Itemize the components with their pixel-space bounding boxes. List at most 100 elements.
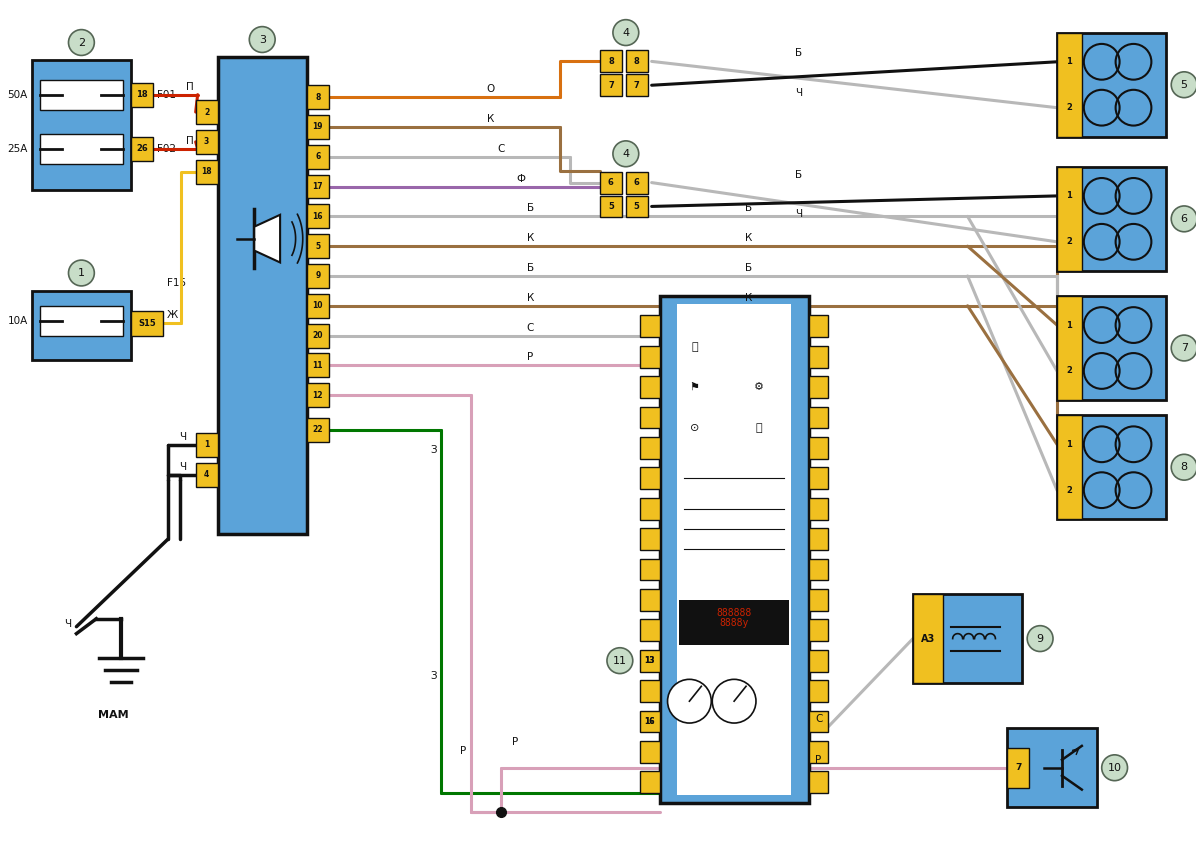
FancyBboxPatch shape — [678, 304, 791, 795]
FancyBboxPatch shape — [196, 463, 217, 487]
Text: П: П — [186, 82, 193, 92]
FancyBboxPatch shape — [1057, 32, 1166, 137]
FancyBboxPatch shape — [626, 50, 648, 72]
Text: Ч: Ч — [179, 432, 186, 442]
FancyBboxPatch shape — [809, 771, 828, 793]
Text: S15: S15 — [138, 318, 156, 328]
FancyBboxPatch shape — [196, 130, 217, 154]
Text: 4: 4 — [623, 149, 629, 159]
FancyBboxPatch shape — [640, 407, 660, 428]
Text: К: К — [745, 233, 752, 243]
Text: 8888y: 8888y — [720, 618, 749, 628]
FancyBboxPatch shape — [1057, 167, 1166, 271]
Text: Б: Б — [527, 263, 534, 273]
FancyBboxPatch shape — [809, 437, 828, 459]
FancyBboxPatch shape — [307, 418, 329, 442]
Text: 2: 2 — [1066, 237, 1072, 246]
Text: 2: 2 — [1066, 103, 1072, 112]
Text: 19: 19 — [313, 123, 323, 131]
FancyBboxPatch shape — [307, 145, 329, 168]
FancyBboxPatch shape — [640, 437, 660, 459]
FancyBboxPatch shape — [809, 316, 828, 337]
FancyBboxPatch shape — [1057, 32, 1082, 137]
Text: 8: 8 — [634, 57, 640, 66]
FancyBboxPatch shape — [640, 680, 660, 702]
FancyBboxPatch shape — [307, 204, 329, 228]
FancyBboxPatch shape — [640, 620, 660, 641]
Text: Р: Р — [460, 746, 466, 757]
FancyBboxPatch shape — [809, 680, 828, 702]
Circle shape — [1027, 625, 1054, 652]
FancyBboxPatch shape — [809, 649, 828, 671]
Text: С: С — [527, 323, 534, 333]
Text: Б: Б — [796, 169, 803, 180]
FancyBboxPatch shape — [1007, 728, 1097, 808]
FancyBboxPatch shape — [809, 741, 828, 762]
FancyBboxPatch shape — [307, 294, 329, 317]
Text: 11: 11 — [613, 655, 626, 665]
FancyBboxPatch shape — [131, 311, 163, 335]
Text: 20: 20 — [313, 331, 323, 340]
FancyBboxPatch shape — [307, 174, 329, 198]
Text: 5: 5 — [316, 242, 320, 251]
FancyBboxPatch shape — [640, 376, 660, 398]
Text: П: П — [186, 136, 193, 146]
FancyBboxPatch shape — [913, 594, 943, 683]
Text: 12: 12 — [313, 391, 323, 400]
FancyBboxPatch shape — [640, 771, 660, 793]
Text: К: К — [527, 293, 534, 303]
FancyBboxPatch shape — [640, 346, 660, 368]
Text: 11: 11 — [313, 361, 323, 370]
FancyBboxPatch shape — [196, 433, 217, 457]
FancyBboxPatch shape — [1057, 415, 1166, 519]
Text: 2: 2 — [1066, 486, 1072, 494]
FancyBboxPatch shape — [307, 383, 329, 407]
Text: 13: 13 — [644, 656, 655, 665]
Circle shape — [607, 648, 632, 674]
FancyBboxPatch shape — [131, 83, 152, 106]
FancyBboxPatch shape — [640, 558, 660, 580]
Text: 10: 10 — [1108, 762, 1122, 773]
Text: 16: 16 — [313, 212, 323, 221]
Circle shape — [613, 20, 638, 45]
FancyBboxPatch shape — [640, 711, 660, 733]
FancyBboxPatch shape — [640, 316, 660, 337]
Text: 9: 9 — [316, 271, 320, 281]
FancyBboxPatch shape — [600, 74, 622, 96]
Text: F02: F02 — [157, 144, 176, 154]
FancyBboxPatch shape — [307, 323, 329, 347]
FancyBboxPatch shape — [40, 134, 124, 164]
FancyBboxPatch shape — [626, 196, 648, 217]
FancyBboxPatch shape — [809, 346, 828, 368]
Text: Ч: Ч — [796, 209, 803, 220]
FancyBboxPatch shape — [640, 498, 660, 520]
FancyBboxPatch shape — [1057, 296, 1082, 400]
Polygon shape — [254, 214, 280, 262]
Text: ⊙: ⊙ — [690, 423, 700, 432]
Text: Б: Б — [745, 203, 752, 214]
Circle shape — [68, 30, 95, 55]
Circle shape — [713, 679, 756, 723]
Text: К: К — [527, 233, 534, 243]
Text: 6: 6 — [634, 178, 640, 187]
FancyBboxPatch shape — [809, 407, 828, 428]
Text: 50A: 50A — [7, 89, 28, 100]
Text: 2: 2 — [78, 37, 85, 48]
Text: 13: 13 — [644, 656, 655, 665]
Circle shape — [1171, 454, 1198, 480]
Text: 5: 5 — [634, 202, 640, 211]
FancyBboxPatch shape — [660, 296, 809, 802]
FancyBboxPatch shape — [131, 137, 152, 161]
Text: С: С — [815, 713, 822, 723]
Text: 10A: 10A — [7, 316, 28, 326]
FancyBboxPatch shape — [809, 498, 828, 520]
Text: 22: 22 — [313, 426, 323, 435]
Text: 6: 6 — [316, 152, 320, 162]
Text: 7: 7 — [1181, 343, 1188, 353]
Text: 18: 18 — [136, 90, 148, 100]
Text: 8: 8 — [608, 57, 614, 66]
Text: A3: A3 — [920, 634, 935, 643]
Text: Ч: Ч — [65, 619, 72, 629]
Text: 2: 2 — [1066, 367, 1072, 375]
Text: 6: 6 — [1181, 214, 1188, 224]
